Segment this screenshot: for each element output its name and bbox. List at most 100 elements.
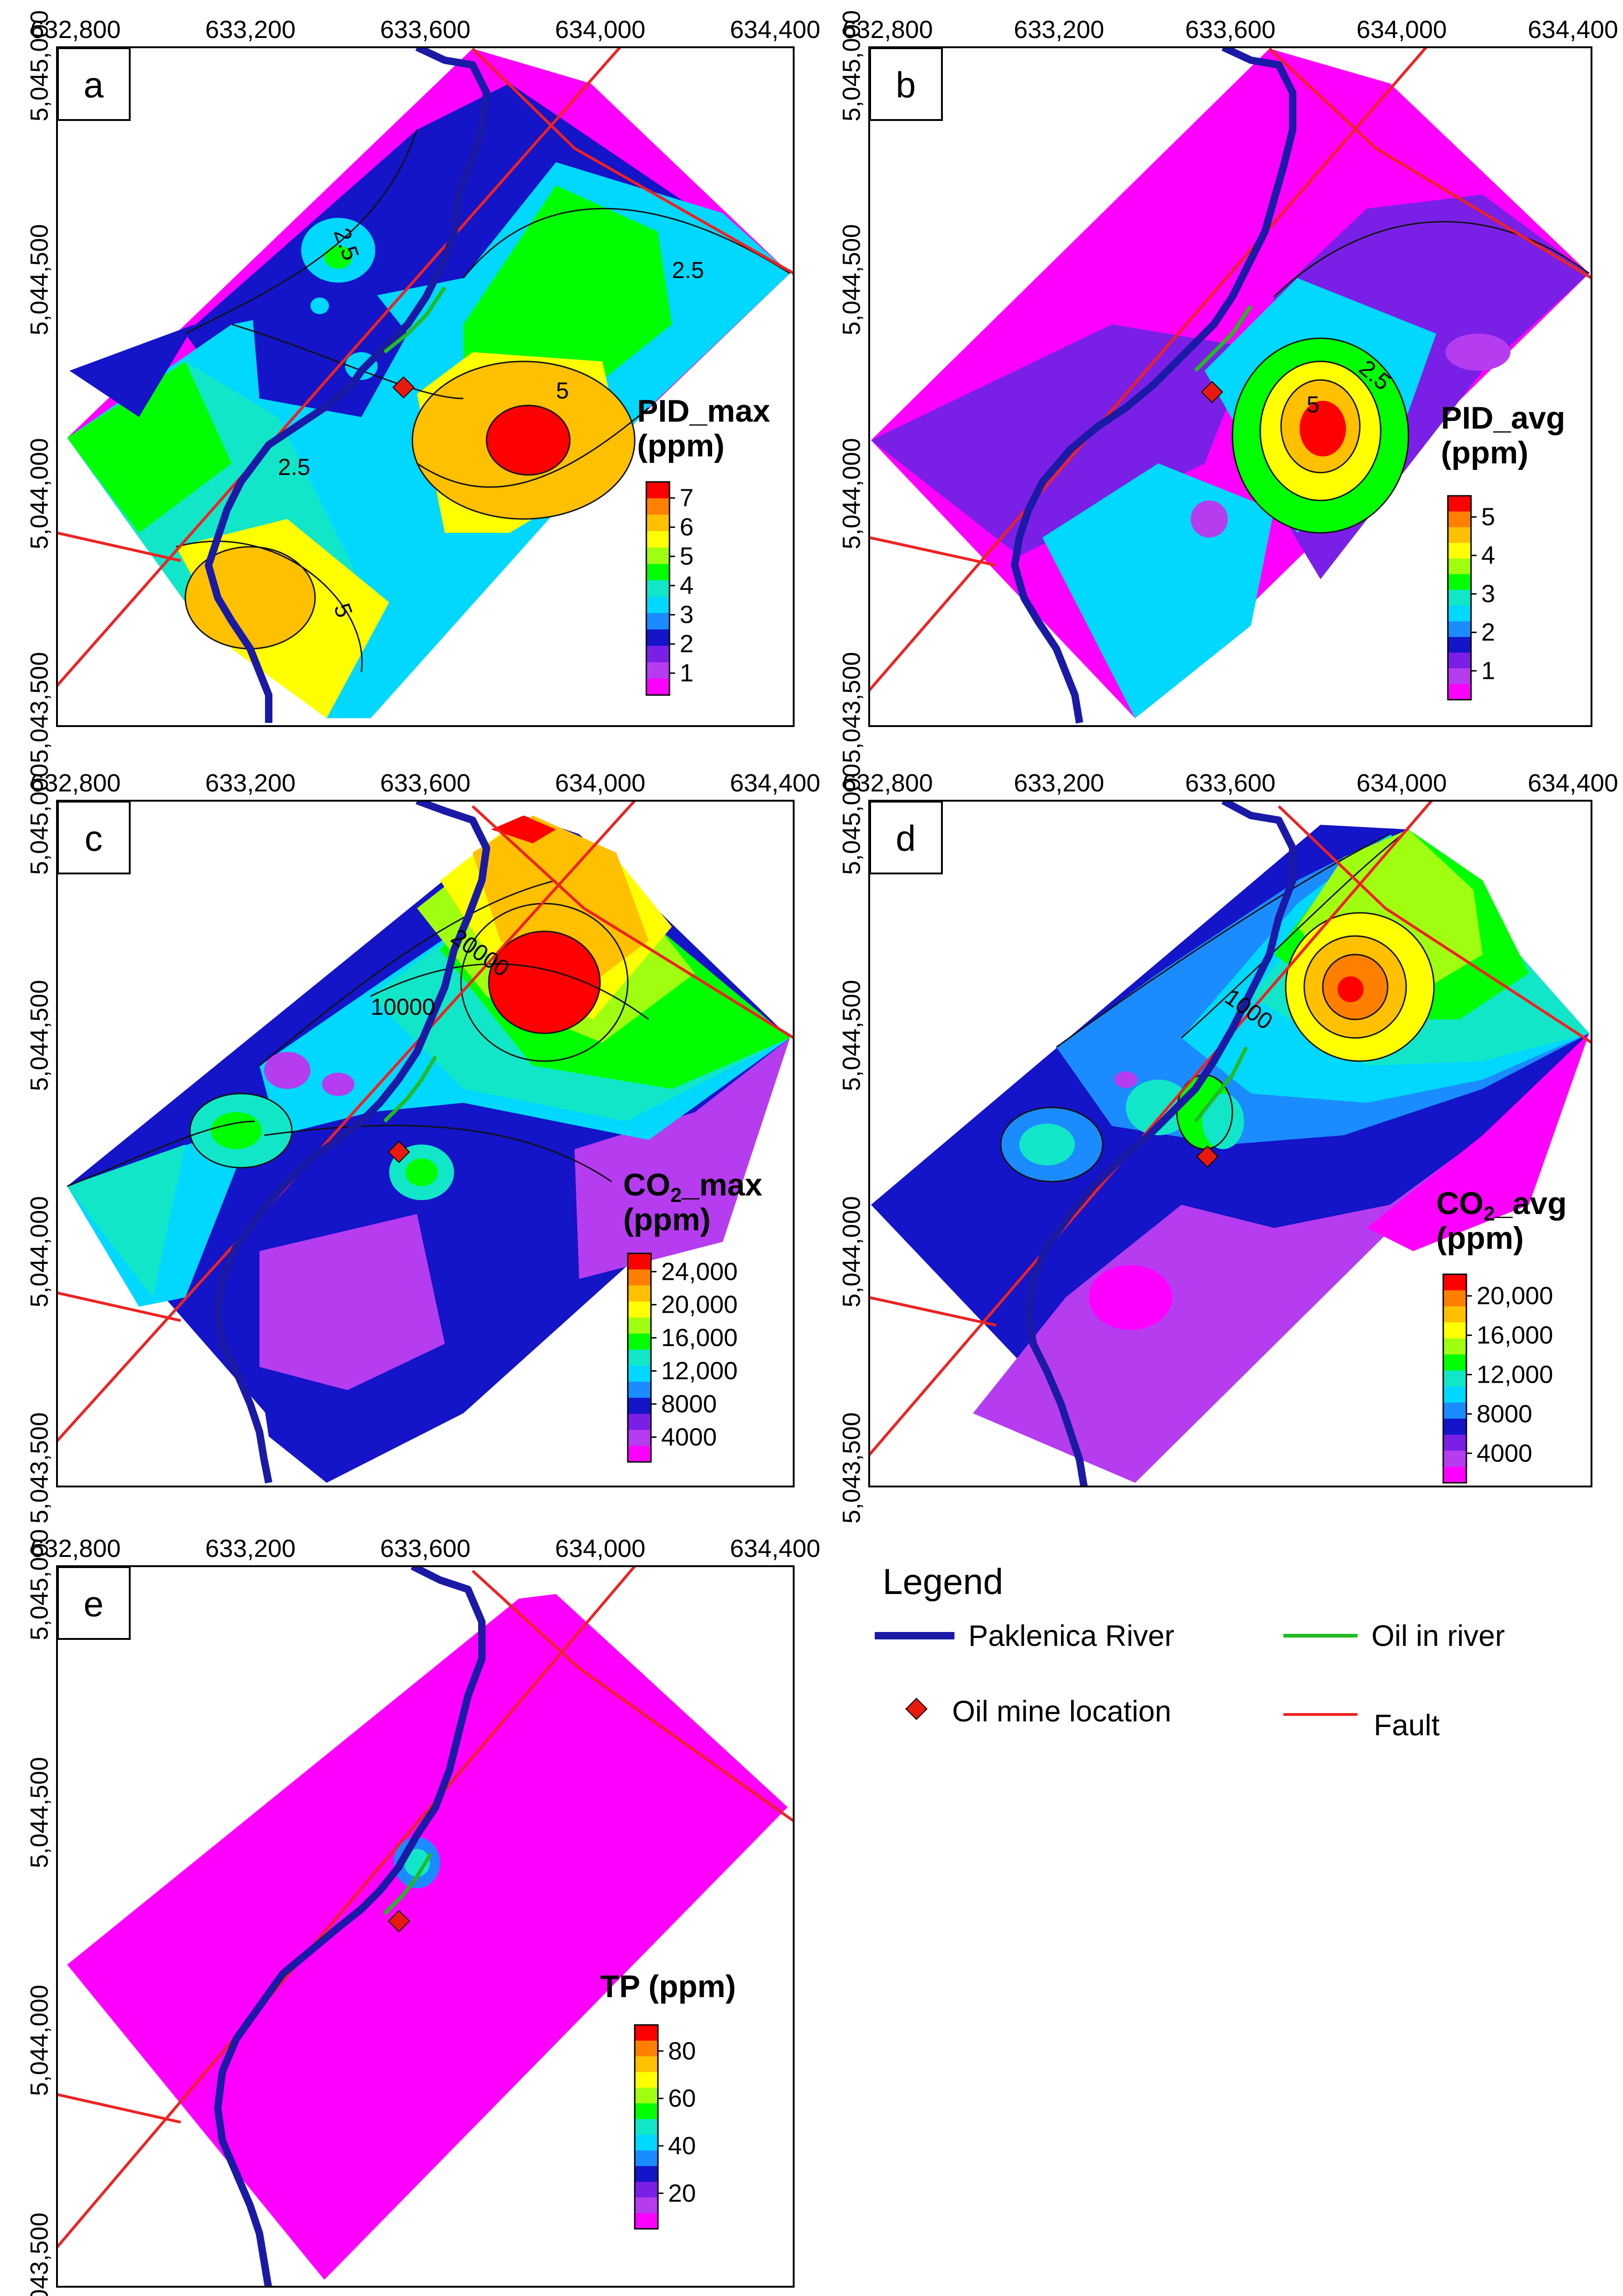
y-tick-label: 5,044,000 xyxy=(838,438,865,549)
river-line xyxy=(1025,801,1296,1486)
oil-line xyxy=(383,1852,433,1915)
colorbar-tick-label: 1 xyxy=(1481,657,1495,685)
contour-band-12 xyxy=(69,324,195,417)
y-tick-label: 5,044,000 xyxy=(25,1985,53,2096)
x-tick-label: 633,200 xyxy=(1014,769,1104,797)
colorbar-tick-label: 6 xyxy=(680,513,694,541)
oil-line xyxy=(1194,1046,1248,1123)
colorbar-band xyxy=(1448,543,1471,559)
contour-band-15 xyxy=(211,1112,262,1149)
colorbar-tick-label: 3 xyxy=(680,601,694,629)
x-tick-label: 633,600 xyxy=(1185,16,1276,44)
colorbar: 24,000 20,000 16,000 12,000 8000 4000 xyxy=(627,1252,738,1463)
colorbar-band xyxy=(635,2213,658,2229)
y-tick-label: 5,044,500 xyxy=(25,224,53,335)
colorbar-band xyxy=(646,514,669,531)
panel-d-co2-avg: d 1000 CO2_avg (ppm) 20,00016,00012,0008… xyxy=(868,800,1592,1487)
colorbar-band xyxy=(628,1317,651,1334)
colorbar-band xyxy=(628,1366,651,1382)
colorbar-band xyxy=(646,580,669,597)
x-tick-label: 633,600 xyxy=(1185,769,1276,797)
colorbar-band xyxy=(646,645,669,663)
contour-band-13 xyxy=(491,816,556,843)
oil-line xyxy=(1194,304,1253,372)
colorbar-band xyxy=(646,498,669,515)
y-tick-label: 5,043,500 xyxy=(838,1412,865,1524)
y-tick-label: 5,044,500 xyxy=(25,1757,53,1868)
colorbar-tick-label: 2 xyxy=(1481,619,1495,646)
y-tick-label: 5,043,500 xyxy=(25,1412,53,1524)
fault-line xyxy=(57,531,181,562)
contour-band-8 xyxy=(1300,401,1346,456)
colorbar-band xyxy=(635,2166,658,2182)
colorbar-tick-label: 5 xyxy=(1481,503,1495,531)
contour-band-19 xyxy=(322,1073,354,1096)
x-tick-label: 632,800 xyxy=(30,769,120,797)
contour-band-14 xyxy=(324,246,352,269)
x-tick-label: 632,800 xyxy=(842,769,933,797)
contour-band-12 xyxy=(489,931,600,1033)
contour-band-2 xyxy=(404,1849,430,1877)
colorbar-title: PID_max xyxy=(637,393,770,429)
y-tick-label: 5,043,500 xyxy=(25,2213,53,2296)
colorbar-band xyxy=(635,2134,658,2151)
contour-band-1 xyxy=(973,1033,1589,1483)
colorbar-band xyxy=(1443,1467,1466,1483)
map-area xyxy=(67,1594,788,2280)
colorbar: 20,000 16,000 12,000 8000 4000 xyxy=(1442,1273,1553,1484)
colorbar-band xyxy=(635,2087,658,2104)
colorbar-band xyxy=(1448,684,1471,700)
colorbar-unit: (ppm) xyxy=(623,1202,711,1237)
colorbar-tick-label: 8000 xyxy=(1477,1400,1532,1428)
colorbar-band xyxy=(1448,496,1471,512)
contour-band-10 xyxy=(185,547,315,649)
colorbar-band xyxy=(628,1398,651,1414)
colorbar-band xyxy=(635,2150,658,2167)
colorbar-band xyxy=(1448,637,1471,653)
colorbar-tick-label: 12,000 xyxy=(1477,1361,1553,1389)
colorbar-band xyxy=(1443,1322,1466,1339)
y-tick-label: 5,044,500 xyxy=(838,980,865,1091)
colorbar-band xyxy=(628,1429,651,1446)
colorbar-band xyxy=(1448,590,1471,606)
colorbar-band xyxy=(628,1446,651,1462)
x-tick-label: 633,200 xyxy=(205,1535,296,1562)
colorbar-band xyxy=(628,1301,651,1318)
contour-band-4 xyxy=(67,361,232,533)
colorbar-title: TP (ppm) xyxy=(600,1969,736,2004)
legend-item-oil: Oil in river xyxy=(1371,1619,1505,1652)
y-tick-label: 5,044,000 xyxy=(25,438,53,549)
colorbar-band xyxy=(1443,1402,1466,1419)
y-tick-label: 5,044,500 xyxy=(838,224,865,335)
contour-band-8 xyxy=(486,405,570,475)
colorbar-tick-label: 4 xyxy=(680,572,694,600)
contour-band-18 xyxy=(264,1052,310,1089)
contour-band-3 xyxy=(1367,1033,1589,1251)
x-tick-label: 634,400 xyxy=(730,1535,820,1562)
oil-mine-marker xyxy=(1200,380,1224,404)
colorbar-band xyxy=(1443,1435,1466,1451)
y-tick-label: 5,044,500 xyxy=(25,980,53,1091)
colorbar-tick-label: 2 xyxy=(680,630,694,658)
fault-line xyxy=(57,801,636,1442)
fault-line xyxy=(869,47,1428,691)
x-tick-label: 634,000 xyxy=(555,1535,645,1562)
fault-line xyxy=(1277,805,1591,1044)
colorbar-tick-label: 4000 xyxy=(1477,1439,1532,1467)
colorbar-tick-label: 8000 xyxy=(661,1390,717,1418)
colorbar-band xyxy=(646,596,669,614)
colorbar-band xyxy=(628,1381,651,1398)
colorbar-band xyxy=(635,2103,658,2119)
fault-line xyxy=(57,2093,181,2124)
contour-label: 5 xyxy=(1307,392,1320,417)
x-tick-label: 632,800 xyxy=(30,16,120,44)
colorbar-tick-label: 24,000 xyxy=(661,1258,738,1285)
contour-band-12 xyxy=(1338,976,1364,1002)
fault-line xyxy=(57,1566,636,2248)
fault-line xyxy=(57,1291,181,1322)
x-tick-label: 634,000 xyxy=(1357,769,1447,797)
fault-line xyxy=(57,47,622,687)
